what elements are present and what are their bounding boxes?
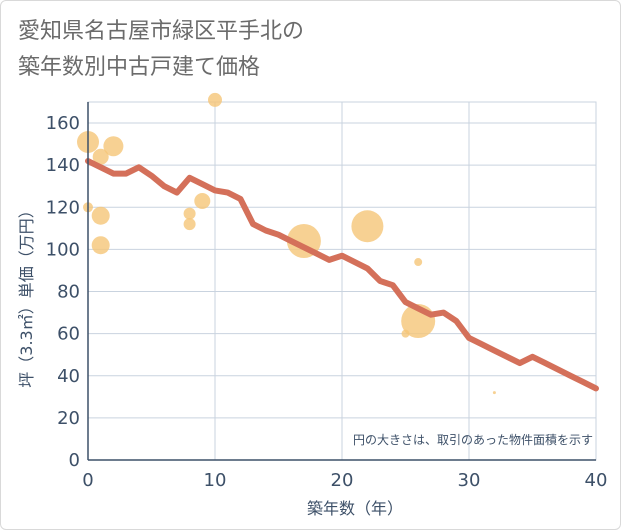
- bubble-point: [91, 236, 110, 255]
- x-tick-label: 40: [585, 470, 608, 491]
- size-note: 円の大きさは、取引のあった物件面積を示す: [353, 432, 593, 447]
- bubble-point: [183, 218, 196, 231]
- bubble-point: [414, 258, 423, 267]
- x-tick-label: 30: [458, 470, 481, 491]
- x-tick-label: 20: [331, 470, 354, 491]
- y-tick-label: 140: [46, 155, 80, 176]
- bubble-point: [208, 92, 222, 107]
- y-tick-label: 20: [57, 408, 80, 429]
- bubble-point: [183, 207, 196, 220]
- bubble-point: [91, 206, 110, 225]
- grid-lines: [87, 101, 597, 461]
- bubble-point: [351, 210, 384, 243]
- axes: [87, 102, 596, 461]
- bubble-point: [194, 192, 211, 209]
- y-tick-label: 80: [57, 282, 80, 303]
- chart-title-line1: 愛知県名古屋市緑区平手北の: [18, 19, 305, 44]
- x-tick-label: 10: [204, 470, 227, 491]
- chart-title: 愛知県名古屋市緑区平手北の 築年数別中古戸建て価格: [18, 14, 304, 86]
- bubble-point: [103, 136, 124, 157]
- y-tick-label: 160: [46, 113, 80, 134]
- bubble-point: [92, 148, 109, 165]
- tick-labels: 0 10 20 30 40 0 20 40 60 80 100 120 140 160: [46, 113, 608, 491]
- y-tick-label: 0: [69, 450, 80, 471]
- trend-line: [85, 158, 599, 392]
- chart-title-line2: 築年数別中古戸建て価格: [18, 55, 261, 80]
- y-tick-label: 60: [57, 324, 80, 345]
- y-axis-label: 坪（3.3㎡）単価（万円）: [17, 202, 36, 387]
- x-tick-label: 0: [82, 470, 93, 491]
- bubble-layer: [77, 92, 496, 395]
- x-axis-label: 築年数（年）: [307, 499, 403, 518]
- y-tick-label: 100: [46, 239, 80, 260]
- y-tick-label: 40: [57, 366, 80, 387]
- bubble-point: [492, 391, 496, 395]
- y-tick-label: 120: [46, 197, 80, 218]
